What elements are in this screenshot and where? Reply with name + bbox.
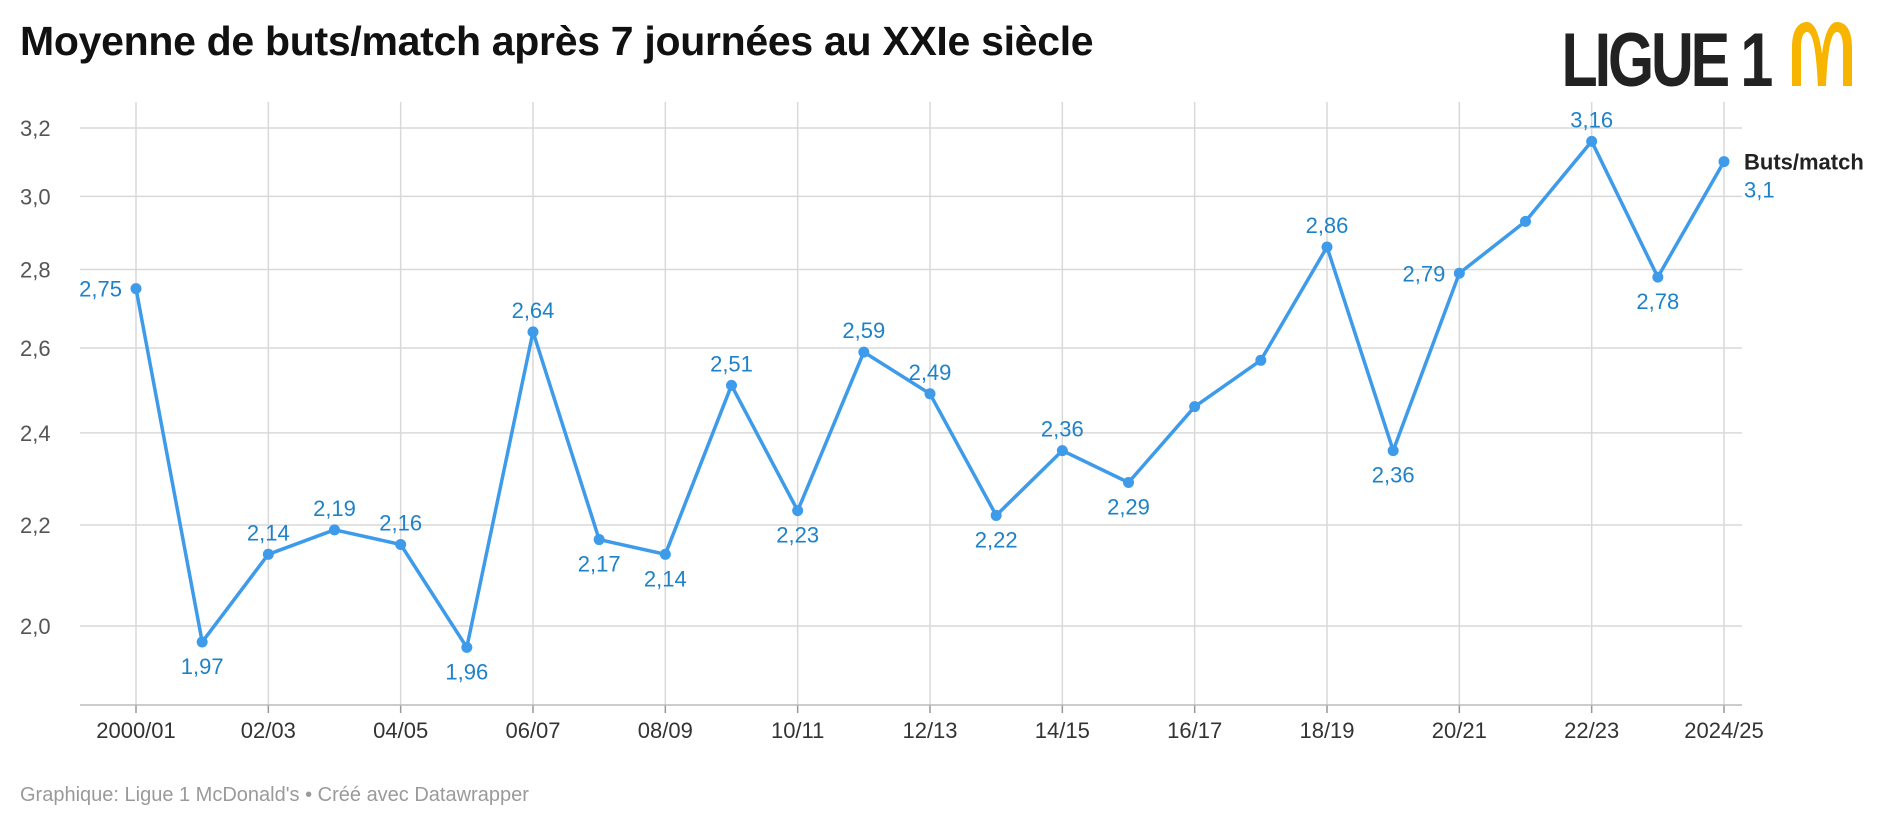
- data-value-label: 2,49: [909, 360, 952, 385]
- data-point: [1453, 267, 1465, 279]
- data-value-label: 2,17: [578, 552, 621, 577]
- y-axis: 2,0 2,2 2,4 2,6 2,8 3,0 3,2: [20, 116, 51, 639]
- data-value-label: 2,64: [512, 298, 555, 323]
- data-point: [990, 509, 1002, 521]
- mcdonalds-arches-icon: [1792, 22, 1852, 86]
- data-point: [858, 346, 870, 358]
- y-tick-label: 2,4: [20, 421, 51, 446]
- y-tick-label: 2,6: [20, 336, 51, 361]
- data-point: [1321, 241, 1333, 253]
- data-value-label: 2,51: [710, 351, 753, 376]
- data-points: [130, 135, 1730, 653]
- y-tick-label: 3,0: [20, 184, 51, 209]
- data-value-label: 2,29: [1107, 495, 1150, 520]
- data-point: [1520, 215, 1531, 227]
- chart-title: Moyenne de buts/match après 7 journées a…: [20, 18, 1094, 64]
- data-value-label: 2,36: [1372, 463, 1415, 488]
- data-point: [461, 641, 473, 653]
- data-point: [1056, 445, 1068, 457]
- data-value-label: 3,16: [1570, 107, 1613, 132]
- data-value-label: 2,79: [1403, 261, 1446, 286]
- x-tick-label: 16/17: [1167, 718, 1222, 743]
- y-tick-label: 2,8: [20, 257, 51, 282]
- data-point: [196, 636, 208, 648]
- x-tick-label: 06/07: [505, 718, 560, 743]
- x-tick-label: 12/13: [902, 718, 957, 743]
- data-point: [130, 283, 142, 295]
- data-point: [1586, 135, 1598, 147]
- logo-graphic: LIGUE 1: [1562, 18, 1852, 103]
- x-tick-label: 18/19: [1299, 718, 1354, 743]
- x-tick-label: 08/09: [638, 718, 693, 743]
- chart-source-credit: Graphique: Ligue 1 McDonald's • Créé ave…: [20, 784, 529, 806]
- data-point: [792, 505, 804, 517]
- data-value-label: 2,14: [247, 520, 290, 545]
- logo-text: LIGUE 1: [1562, 18, 1772, 94]
- data-point: [1652, 271, 1664, 283]
- data-point: [1718, 156, 1730, 168]
- x-tick-label: 04/05: [373, 718, 428, 743]
- x-tick-label: 2000/01: [96, 718, 176, 743]
- data-point: [924, 388, 936, 400]
- data-point: [1189, 401, 1201, 413]
- data-point: [329, 524, 340, 536]
- data-value-label: 2,59: [842, 318, 885, 343]
- y-tick-label: 2,2: [20, 513, 51, 538]
- y-tick-label: 2,0: [20, 614, 51, 639]
- x-tick-label: 14/15: [1035, 718, 1090, 743]
- x-tick-label: 2024/25: [1684, 718, 1764, 743]
- data-point: [593, 534, 605, 546]
- x-tick-label: 20/21: [1432, 718, 1487, 743]
- y-tick-label: 3,2: [20, 116, 51, 141]
- data-point: [1123, 477, 1134, 489]
- chart-grid: [80, 102, 1742, 705]
- data-value-label: 1,96: [445, 659, 488, 684]
- series-name-label: Buts/match: [1744, 150, 1864, 175]
- x-axis: 2000/01 02/03 04/05 06/07 08/09 10/11 12/13 14/…: [80, 704, 1764, 743]
- data-value-label: 2,75: [79, 277, 122, 302]
- data-labels: 2,75 1,97 2,14 2,19 2,16 1,96 2,64 2,17 2,14 2,51…: [79, 107, 1774, 684]
- series-end-label: Buts/match: [1744, 150, 1864, 175]
- data-point: [659, 548, 671, 560]
- data-point: [527, 326, 539, 338]
- data-value-label: 3,1: [1744, 178, 1775, 203]
- data-point: [262, 548, 274, 560]
- data-value-label: 2,19: [313, 496, 356, 521]
- data-value-label: 2,36: [1041, 417, 1084, 442]
- data-value-label: 2,86: [1306, 213, 1349, 238]
- x-tick-label: 02/03: [241, 718, 296, 743]
- data-point: [726, 379, 737, 391]
- data-value-label: 2,14: [644, 566, 687, 591]
- data-point: [1387, 445, 1399, 457]
- data-value-label: 1,97: [181, 654, 224, 679]
- x-tick-label: 10/11: [771, 718, 824, 743]
- data-point: [395, 538, 407, 550]
- data-value-label: 2,16: [379, 510, 422, 535]
- data-value-label: 2,23: [776, 523, 819, 548]
- data-value-label: 2,22: [975, 527, 1018, 552]
- ligue1-mcdonalds-logo: LIGUE 1: [1560, 14, 1880, 103]
- data-value-label: 2,78: [1636, 289, 1679, 314]
- x-tick-label: 22/23: [1564, 718, 1619, 743]
- data-point: [1255, 354, 1267, 366]
